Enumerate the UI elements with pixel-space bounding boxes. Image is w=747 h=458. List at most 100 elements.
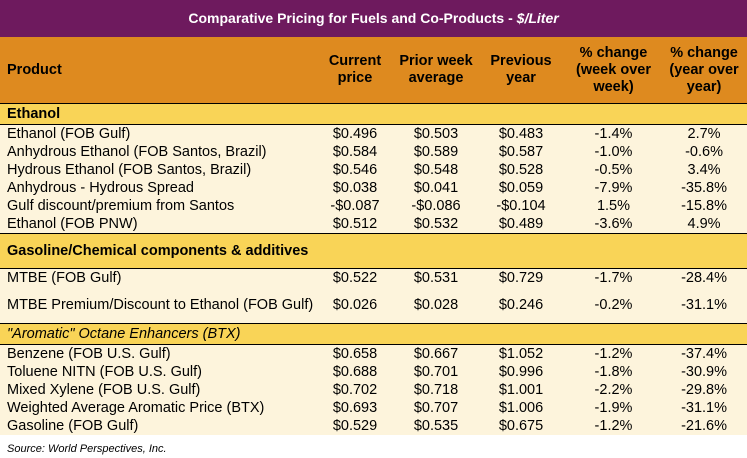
pct-year-cell: -28.4% xyxy=(661,268,747,287)
pct-week-cell: 1.5% xyxy=(566,197,661,215)
pct-week-cell: -2.2% xyxy=(566,381,661,399)
previous-year-cell: $0.483 xyxy=(476,124,566,143)
table-row: Hydrous Ethanol (FOB Santos, Brazil) $0.5… xyxy=(0,161,747,179)
section-row: Ethanol xyxy=(0,103,747,125)
pct-week-cell: -1.0% xyxy=(566,143,661,161)
table-row: Weighted Average Aromatic Price (BTX) $0.… xyxy=(0,399,747,417)
previous-year-cell: $0.996 xyxy=(476,363,566,381)
col-header-previous-year: Previous year xyxy=(476,36,566,104)
current-cell: -$0.087 xyxy=(314,197,396,215)
col-header-prior-week: Prior week average xyxy=(396,36,476,104)
current-cell: $0.496 xyxy=(314,124,396,143)
product-cell: Anhydrous Ethanol (FOB Santos, Brazil) xyxy=(0,143,314,161)
pct-year-cell: -21.6% xyxy=(661,417,747,435)
previous-year-cell: $0.528 xyxy=(476,161,566,179)
current-cell: $0.693 xyxy=(314,399,396,417)
pct-week-cell: -1.8% xyxy=(566,363,661,381)
pct-year-cell: -31.1% xyxy=(661,287,747,324)
table-row: Ethanol (FOB PNW) $0.512 $0.532 $0.489 -3.6%… xyxy=(0,215,747,234)
section-label: "Aromatic" Octane Enhancers (BTX) xyxy=(0,323,747,345)
product-cell: MTBE (FOB Gulf) xyxy=(0,268,314,287)
prior-week-cell: $0.718 xyxy=(396,381,476,399)
prior-week-cell: $0.667 xyxy=(396,344,476,363)
table-row: Gasoline (FOB Gulf) $0.529 $0.535 $0.675 -1.… xyxy=(0,417,747,435)
header-row: Product Current price Prior week average… xyxy=(0,36,747,104)
product-cell: Gulf discount/premium from Santos xyxy=(0,197,314,215)
table-row: Anhydrous Ethanol (FOB Santos, Brazil) $0… xyxy=(0,143,747,161)
pct-week-cell: -1.4% xyxy=(566,124,661,143)
pct-week-cell: -1.2% xyxy=(566,344,661,363)
product-cell: Benzene (FOB U.S. Gulf) xyxy=(0,344,314,363)
previous-year-cell: $1.006 xyxy=(476,399,566,417)
pct-year-cell: -30.9% xyxy=(661,363,747,381)
pct-year-cell: 2.7% xyxy=(661,124,747,143)
current-cell: $0.584 xyxy=(314,143,396,161)
table-row: Toluene NITN (FOB U.S. Gulf) $0.688 $0.701… xyxy=(0,363,747,381)
current-cell: $0.688 xyxy=(314,363,396,381)
pct-year-cell: -37.4% xyxy=(661,344,747,363)
previous-year-cell: $0.489 xyxy=(476,215,566,234)
prior-week-cell: $0.589 xyxy=(396,143,476,161)
product-cell: Mixed Xylene (FOB U.S. Gulf) xyxy=(0,381,314,399)
prior-week-cell: $0.041 xyxy=(396,179,476,197)
current-cell: $0.038 xyxy=(314,179,396,197)
product-cell: Gasoline (FOB Gulf) xyxy=(0,417,314,435)
pct-week-cell: -1.2% xyxy=(566,417,661,435)
pct-week-cell: -0.2% xyxy=(566,287,661,324)
section-row: "Aromatic" Octane Enhancers (BTX) xyxy=(0,323,747,345)
prior-week-cell: $0.028 xyxy=(396,287,476,324)
table-row: Mixed Xylene (FOB U.S. Gulf) $0.702 $0.718… xyxy=(0,381,747,399)
section-label: Gasoline/Chemical components & additives xyxy=(0,233,747,269)
section-label: Ethanol xyxy=(0,103,747,125)
pct-year-cell: -35.8% xyxy=(661,179,747,197)
col-header-current: Current price xyxy=(314,36,396,104)
product-cell: Toluene NITN (FOB U.S. Gulf) xyxy=(0,363,314,381)
current-cell: $0.026 xyxy=(314,287,396,324)
section-row: Gasoline/Chemical components & additives xyxy=(0,233,747,269)
title-unit: $/Liter xyxy=(516,10,559,26)
prior-week-cell: $0.707 xyxy=(396,399,476,417)
product-cell: Ethanol (FOB Gulf) xyxy=(0,124,314,143)
table-row: Anhydrous - Hydrous Spread $0.038 $0.041 $0… xyxy=(0,179,747,197)
pct-week-cell: -3.6% xyxy=(566,215,661,234)
source-note: Source: World Perspectives, Inc. xyxy=(7,443,167,455)
prior-week-cell: -$0.086 xyxy=(396,197,476,215)
pct-year-cell: -29.8% xyxy=(661,381,747,399)
pct-year-cell: 3.4% xyxy=(661,161,747,179)
prior-week-cell: $0.503 xyxy=(396,124,476,143)
previous-year-cell: -$0.104 xyxy=(476,197,566,215)
previous-year-cell: $1.052 xyxy=(476,344,566,363)
previous-year-cell: $0.246 xyxy=(476,287,566,324)
pct-year-cell: -15.8% xyxy=(661,197,747,215)
previous-year-cell: $0.675 xyxy=(476,417,566,435)
col-header-product: Product xyxy=(0,36,314,104)
col-header-pct-week: % change (week over week) xyxy=(566,36,661,104)
current-cell: $0.658 xyxy=(314,344,396,363)
current-cell: $0.702 xyxy=(314,381,396,399)
pct-year-cell: -0.6% xyxy=(661,143,747,161)
current-cell: $0.546 xyxy=(314,161,396,179)
previous-year-cell: $0.587 xyxy=(476,143,566,161)
pct-week-cell: -7.9% xyxy=(566,179,661,197)
title-main: Comparative Pricing for Fuels and Co-Pro… xyxy=(188,10,517,26)
previous-year-cell: $1.001 xyxy=(476,381,566,399)
prior-week-cell: $0.532 xyxy=(396,215,476,234)
pct-year-cell: 4.9% xyxy=(661,215,747,234)
table-row: Gulf discount/premium from Santos -$0.087… xyxy=(0,197,747,215)
col-header-pct-year: % change (year over year) xyxy=(661,36,747,104)
previous-year-cell: $0.059 xyxy=(476,179,566,197)
product-cell: Hydrous Ethanol (FOB Santos, Brazil) xyxy=(0,161,314,179)
product-cell: MTBE Premium/Discount to Ethanol (FOB Gu… xyxy=(0,287,314,324)
current-cell: $0.522 xyxy=(314,268,396,287)
pct-week-cell: -1.9% xyxy=(566,399,661,417)
prior-week-cell: $0.548 xyxy=(396,161,476,179)
product-cell: Weighted Average Aromatic Price (BTX) xyxy=(0,399,314,417)
product-cell: Ethanol (FOB PNW) xyxy=(0,215,314,234)
pct-week-cell: -1.7% xyxy=(566,268,661,287)
current-cell: $0.512 xyxy=(314,215,396,234)
product-cell: Anhydrous - Hydrous Spread xyxy=(0,179,314,197)
title-row: Comparative Pricing for Fuels and Co-Pro… xyxy=(0,0,747,37)
table-row: MTBE Premium/Discount to Ethanol (FOB Gu… xyxy=(0,287,747,324)
pct-year-cell: -31.1% xyxy=(661,399,747,417)
